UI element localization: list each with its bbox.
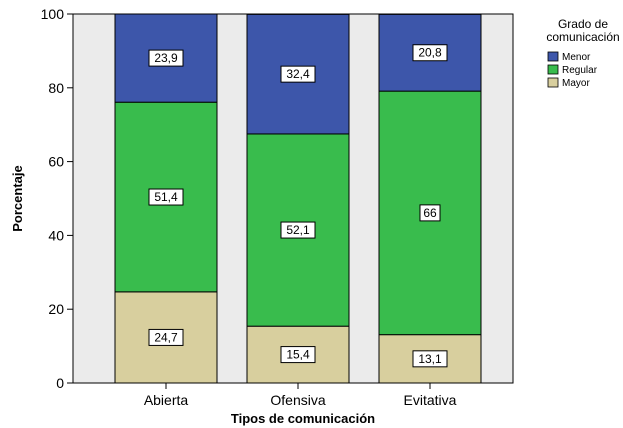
x-axis-title: Tipos de comunicación xyxy=(231,411,375,426)
legend-label-regular: Regular xyxy=(562,65,598,76)
data-label: 15,4 xyxy=(286,348,310,362)
x-tick-label: Ofensiva xyxy=(270,392,325,408)
data-label-box xyxy=(148,49,184,67)
data-labels-layer: 24,7 51,4 23,9 15,4 52,1 32,4 13,1 66 20,8 xyxy=(148,44,448,368)
legend-label-mayor: Mayor xyxy=(562,78,590,89)
data-label-box xyxy=(280,346,316,364)
data-label: 66 xyxy=(423,206,437,220)
legend-swatch-menor xyxy=(547,51,559,62)
legend-label-menor: Menor xyxy=(562,52,591,63)
data-label: 51,4 xyxy=(154,190,178,204)
legend-swatch-regular xyxy=(547,64,559,75)
data-label-box xyxy=(280,65,316,83)
data-label-box xyxy=(419,204,441,222)
data-label-box xyxy=(148,328,184,346)
data-label-box xyxy=(412,44,448,62)
data-label: 52,1 xyxy=(286,223,310,237)
data-label-box xyxy=(148,188,184,206)
data-label: 23,9 xyxy=(154,51,178,65)
data-label-box xyxy=(412,350,448,368)
data-label: 13,1 xyxy=(418,352,442,366)
y-tick-label: 0 xyxy=(56,375,64,391)
y-tick-label: 100 xyxy=(41,6,65,22)
data-label-box xyxy=(280,221,316,239)
y-tick-label: 80 xyxy=(48,80,64,96)
data-label: 20,8 xyxy=(418,46,442,60)
y-tick-label: 60 xyxy=(48,154,64,170)
legend-swatch-mayor xyxy=(547,77,559,88)
y-tick-label: 40 xyxy=(48,227,64,243)
bar-segment-evitativa-mayor xyxy=(378,334,482,384)
y-tick-label: 20 xyxy=(48,301,64,317)
y-axis-title: Porcentaje xyxy=(10,165,25,231)
x-tick-label: Abierta xyxy=(144,392,189,408)
data-label: 24,7 xyxy=(154,330,178,344)
data-label: 32,4 xyxy=(286,67,310,81)
x-tick-label: Evitativa xyxy=(404,392,457,408)
legend-title: comunicación xyxy=(546,30,619,44)
legend-title: Grado de xyxy=(558,17,608,31)
axes-layer: 0 20 40 60 80 100 Abierta Ofensiva Evitativa xyxy=(41,6,513,408)
